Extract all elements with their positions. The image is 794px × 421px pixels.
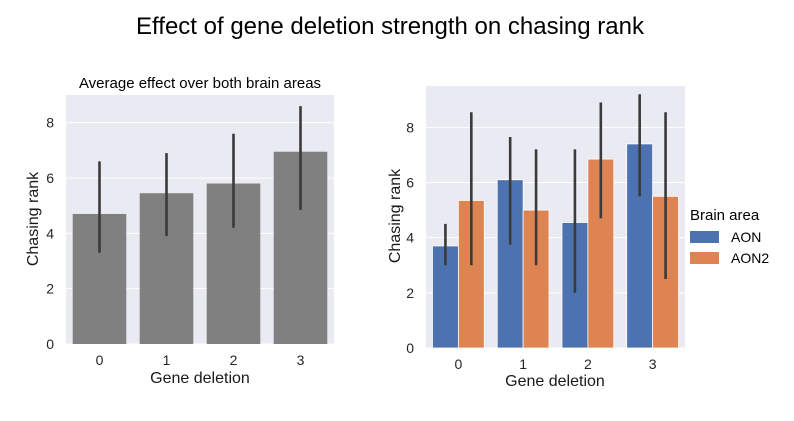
chart-left: Average effect over both brain areas 0 2 4…	[25, 75, 334, 387]
left-x-tick-label: 2	[230, 352, 238, 368]
right-x-tick-label: 0	[454, 356, 462, 372]
left-x-axis-label: Gene deletion	[150, 370, 250, 387]
left-y-tick-label: 4	[46, 225, 54, 241]
legend-label-aon2: AON2	[731, 250, 769, 266]
legend: Brain area AON AON2	[690, 207, 769, 266]
figure-title: Effect of gene deletion strength on chas…	[136, 13, 645, 40]
right-errorbars	[444, 94, 667, 293]
right-y-tick-label: 6	[406, 175, 414, 191]
left-x-tick-label: 0	[96, 352, 104, 368]
left-x-ticks: 0 1 2 3	[96, 352, 305, 368]
right-x-tick-label: 1	[519, 356, 527, 372]
right-x-tick-label: 2	[584, 356, 592, 372]
right-y-ticks: 0 2 4 6 8	[406, 119, 414, 356]
left-y-tick-label: 2	[46, 281, 54, 297]
legend-swatch-aon	[690, 231, 719, 243]
left-y-tick-label: 8	[46, 115, 54, 131]
chart-right: 0 2 4 6 8 0 1 2 3 Gene deletion Chasing rank Br…	[387, 86, 769, 390]
right-x-axis-label: Gene deletion	[505, 373, 605, 390]
right-y-tick-label: 0	[406, 340, 414, 356]
left-x-tick-label: 3	[297, 352, 305, 368]
left-y-ticks: 0 2 4 6 8	[46, 115, 54, 352]
left-x-tick-label: 1	[163, 352, 171, 368]
left-chart-title: Average effect over both brain areas	[79, 75, 321, 92]
left-errorbars	[98, 106, 302, 253]
right-y-tick-label: 2	[406, 285, 414, 301]
left-y-axis-label: Chasing rank	[25, 171, 42, 266]
right-x-ticks: 0 1 2 3	[454, 356, 656, 372]
left-y-tick-label: 6	[46, 170, 54, 186]
legend-swatch-aon2	[690, 252, 719, 264]
right-y-axis-label: Chasing rank	[387, 168, 404, 263]
right-y-tick-label: 4	[406, 230, 414, 246]
legend-label-aon: AON	[731, 229, 761, 245]
legend-title: Brain area	[690, 207, 760, 224]
right-x-tick-label: 3	[649, 356, 657, 372]
left-y-tick-label: 0	[46, 336, 54, 352]
right-y-tick-label: 8	[406, 119, 414, 135]
